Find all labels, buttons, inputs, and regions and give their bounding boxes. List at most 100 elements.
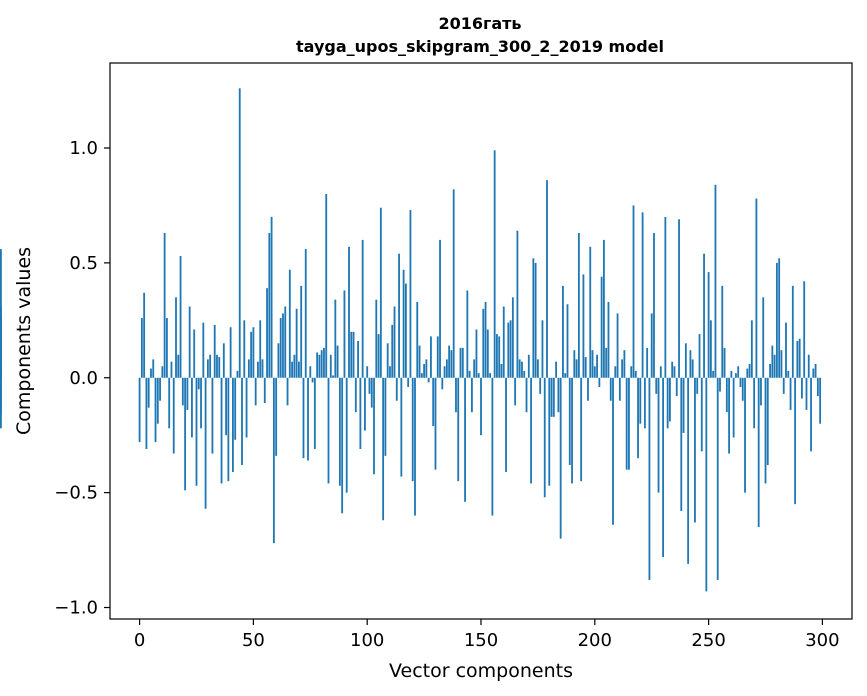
bar [762, 297, 765, 378]
bar [202, 322, 205, 378]
bar [0, 306, 2, 378]
bar [766, 377, 769, 466]
bar [384, 377, 387, 456]
bar [145, 377, 148, 449]
bar [393, 306, 396, 378]
bar [348, 246, 350, 378]
x-axis-label: Vector components [389, 660, 573, 682]
bar [771, 345, 774, 378]
bar [705, 377, 708, 592]
bar [655, 377, 658, 394]
bar [259, 320, 262, 378]
bar [407, 377, 410, 387]
bar [798, 338, 801, 378]
bar [689, 350, 692, 378]
bar [234, 377, 237, 440]
bar [206, 359, 209, 378]
bar [703, 253, 705, 378]
bar [739, 377, 742, 387]
bar [630, 366, 633, 378]
bar [750, 320, 753, 378]
bar [780, 350, 783, 378]
bar [172, 377, 175, 454]
bar [675, 377, 678, 397]
bar [400, 377, 403, 477]
bar [748, 363, 751, 378]
bar [669, 377, 671, 422]
bar [575, 359, 578, 378]
bar [566, 304, 569, 378]
bar [571, 377, 573, 484]
bar [659, 366, 662, 378]
bar [418, 345, 421, 378]
bar [600, 276, 603, 378]
bar [582, 274, 585, 378]
bar [807, 354, 810, 378]
bar [302, 377, 305, 459]
bar [643, 377, 646, 429]
bar [694, 377, 696, 523]
bar [227, 377, 230, 482]
bar [584, 357, 587, 378]
bar [486, 329, 489, 378]
bar [559, 377, 562, 539]
bar [534, 262, 537, 378]
bar [757, 377, 760, 528]
bar [725, 377, 728, 413]
bar [425, 359, 428, 378]
bar [402, 269, 405, 378]
bar [423, 363, 426, 378]
bar [536, 359, 539, 378]
bar [364, 377, 366, 431]
bar [140, 318, 143, 378]
bar [379, 207, 382, 378]
bar [746, 368, 749, 378]
bar [625, 377, 628, 470]
bar [279, 318, 282, 378]
bar [587, 377, 589, 401]
bar [420, 373, 423, 378]
bar [236, 370, 239, 378]
bar [493, 150, 496, 378]
bar [220, 377, 223, 484]
x-tick-label: 250 [691, 630, 725, 651]
bar [810, 377, 812, 452]
bar [498, 336, 501, 378]
bar [511, 297, 514, 378]
x-axis: 0 50 100 150 200 250 300 [134, 619, 840, 651]
bar [491, 377, 494, 516]
bar [507, 322, 510, 378]
bar [181, 377, 184, 406]
bar [357, 341, 359, 378]
bar [238, 88, 241, 378]
bar [543, 377, 546, 498]
bar [334, 299, 337, 378]
bar [138, 377, 141, 443]
bar [309, 366, 312, 378]
bar [341, 377, 344, 514]
bar [775, 262, 778, 378]
bar [664, 216, 667, 378]
bar [445, 359, 448, 378]
bar [505, 377, 507, 472]
bar [682, 377, 685, 433]
bar [209, 354, 212, 378]
bar [373, 377, 375, 475]
bar [450, 350, 453, 378]
bar [741, 377, 744, 401]
x-tick-label: 0 [134, 630, 145, 651]
bar [730, 370, 733, 378]
bar [263, 377, 266, 404]
bar [154, 377, 157, 443]
bar [541, 320, 544, 378]
bar [284, 306, 287, 378]
bar [530, 377, 532, 484]
bar [646, 347, 649, 378]
bar [288, 269, 291, 378]
chart-title: 2016гать [438, 14, 521, 33]
bar [316, 352, 319, 378]
bar [525, 377, 528, 413]
bar [391, 324, 394, 378]
bar [760, 377, 762, 406]
bar [716, 377, 719, 580]
